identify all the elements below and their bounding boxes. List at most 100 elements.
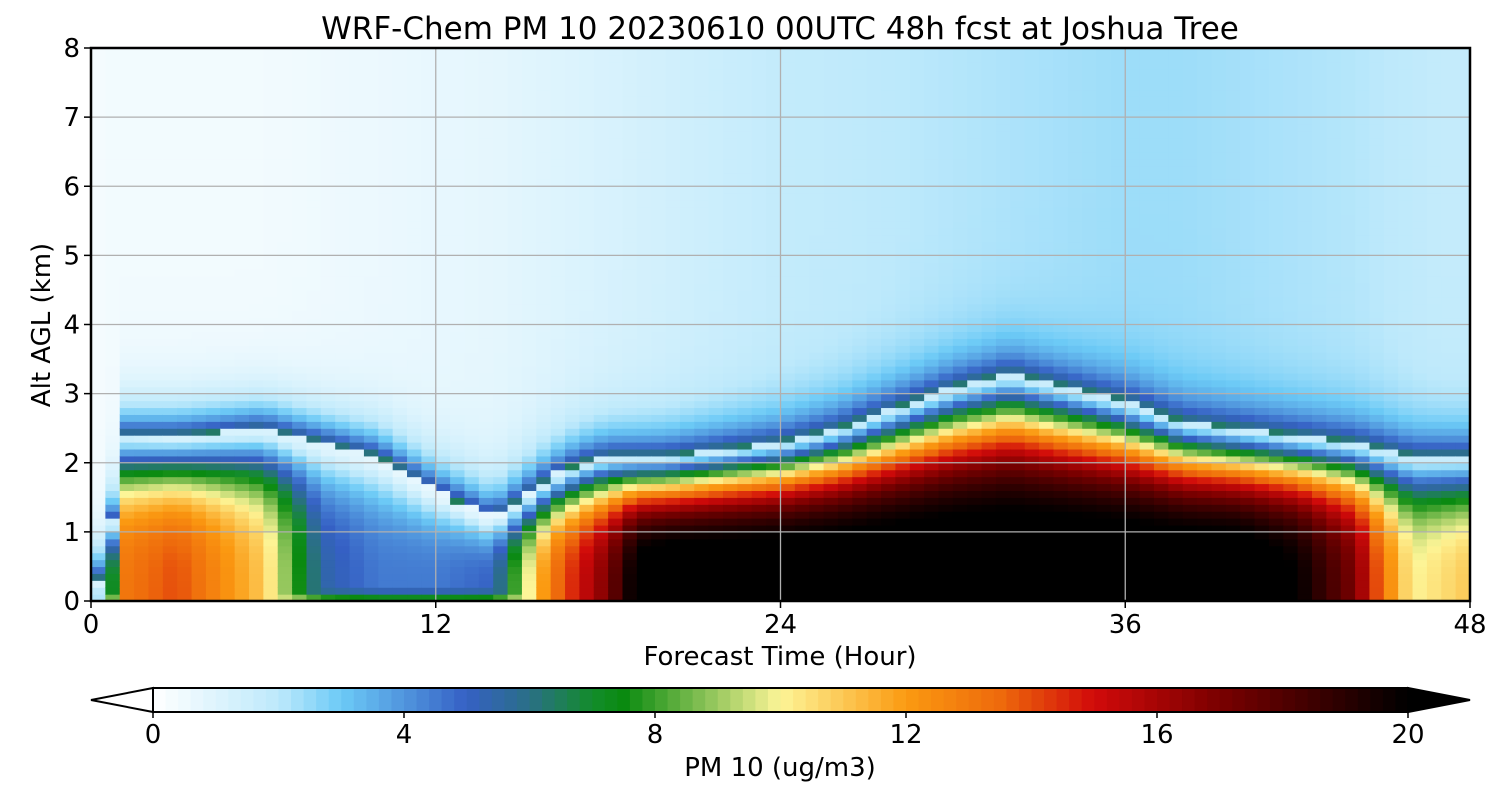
field-cell <box>665 200 681 208</box>
field-cell <box>794 552 810 561</box>
field-cell <box>421 310 437 319</box>
field-cell <box>177 89 193 97</box>
field-cell <box>651 580 667 588</box>
field-cell <box>507 96 523 104</box>
field-cell <box>392 442 408 450</box>
field-cell <box>306 338 322 346</box>
field-cell <box>507 317 523 326</box>
field-cell <box>708 386 724 395</box>
field-cell <box>378 462 394 471</box>
field-cell <box>809 421 825 429</box>
field-cell <box>981 476 997 485</box>
field-cell <box>105 414 121 422</box>
field-cell <box>507 130 523 139</box>
field-cell <box>536 68 552 77</box>
field-cell <box>536 117 552 125</box>
field-cell <box>536 483 552 491</box>
field-cell <box>866 428 882 436</box>
field-cell <box>608 352 624 360</box>
field-cell <box>751 269 767 277</box>
field-cell <box>177 372 193 381</box>
field-cell <box>306 594 322 601</box>
field-cell <box>536 587 552 595</box>
field-cell <box>205 538 221 547</box>
field-cell <box>550 241 566 250</box>
field-cell <box>593 379 609 388</box>
field-cell <box>249 241 264 250</box>
field-cell <box>737 400 753 409</box>
field-cell <box>895 220 911 229</box>
field-cell <box>91 559 106 568</box>
field-cell <box>407 89 422 97</box>
field-cell <box>837 524 853 533</box>
field-cell <box>694 365 710 374</box>
field-cell <box>478 82 494 91</box>
field-cell <box>234 317 250 326</box>
field-cell <box>852 296 868 305</box>
field-cell <box>924 213 940 222</box>
field-cell <box>881 400 897 409</box>
field-cell <box>550 331 566 339</box>
field-cell <box>105 365 121 374</box>
field-cell <box>292 393 308 402</box>
field-cell <box>507 296 523 305</box>
field-cell <box>349 442 365 450</box>
field-cell <box>407 130 422 139</box>
field-cell <box>320 469 336 478</box>
field-cell <box>105 573 121 581</box>
field-cell <box>450 504 466 512</box>
field-cell <box>450 262 466 270</box>
field-cell <box>780 172 796 180</box>
field-cell <box>450 241 466 250</box>
field-cell <box>320 393 336 402</box>
field-cell <box>220 435 236 443</box>
field-cell <box>608 144 624 153</box>
field-cell <box>608 303 624 312</box>
field-cell <box>277 352 293 360</box>
field-cell <box>952 393 968 402</box>
field-cell <box>909 262 925 270</box>
field-cell <box>507 365 523 374</box>
field-cell <box>421 580 437 588</box>
field-cell <box>665 559 681 568</box>
field-cell <box>507 414 523 422</box>
field-cell <box>349 144 365 153</box>
field-cell <box>751 234 767 243</box>
field-cell <box>435 317 451 326</box>
field-cell <box>277 524 293 533</box>
field-cell <box>565 310 580 319</box>
field-cell <box>967 545 983 554</box>
field-cell <box>105 393 121 402</box>
field-cell <box>220 587 236 595</box>
field-cell <box>909 48 925 56</box>
field-cell <box>134 96 150 104</box>
field-cell <box>478 587 494 595</box>
field-cell <box>938 338 954 346</box>
field-cell <box>593 428 609 436</box>
field-cell <box>837 269 853 277</box>
field-cell <box>378 75 394 84</box>
field-cell <box>579 283 595 291</box>
field-cell <box>780 524 796 533</box>
field-cell <box>622 442 638 450</box>
field-cell <box>263 206 279 215</box>
field-cell <box>191 303 207 312</box>
field-cell <box>162 186 178 194</box>
field-cell <box>809 151 825 160</box>
field-cell <box>780 365 796 374</box>
field-cell <box>392 200 408 208</box>
field-cell <box>794 365 810 374</box>
field-cell <box>823 518 839 526</box>
field-cell <box>967 200 983 208</box>
field-cell <box>177 524 193 533</box>
field-cell <box>665 303 681 312</box>
field-cell <box>450 248 466 256</box>
field-cell <box>335 110 351 118</box>
field-cell <box>823 296 839 305</box>
field-cell <box>493 324 509 333</box>
field-cell <box>119 407 135 415</box>
field-cell <box>521 54 537 63</box>
field-cell <box>608 324 624 333</box>
field-cell <box>837 103 853 111</box>
field-cell <box>737 193 753 201</box>
